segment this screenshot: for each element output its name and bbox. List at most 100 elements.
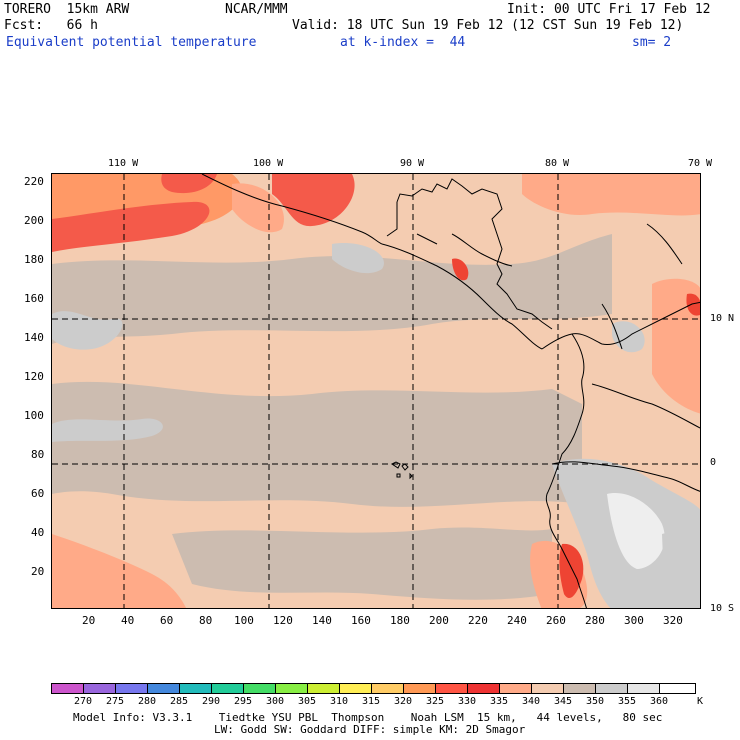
warm-region-n (272, 174, 355, 227)
model-info: Model Info: V3.3.1 Tiedtke YSU PBL Thomp… (73, 711, 663, 724)
run-title: TORERO 15km ARW (4, 2, 130, 17)
colorbar-swatch (595, 683, 628, 694)
colorbar-swatch (51, 683, 84, 694)
colorbar-label: 320 (394, 696, 413, 707)
lon-label-80w: 80 W (545, 158, 570, 169)
grid-y-label: 20 (31, 565, 45, 578)
colorbar-label: 310 (330, 696, 349, 707)
colombia-coast (545, 333, 587, 608)
warm-region-nw-core (52, 201, 210, 252)
colorbar-label: 360 (650, 696, 669, 707)
init-time: Init: 00 UTC Fri 17 Feb 12 (507, 2, 711, 17)
grid-y-label: 220 (24, 175, 44, 188)
colorbar-label: 355 (618, 696, 637, 707)
grid-y-label: 200 (24, 214, 44, 227)
mexico-coast (201, 174, 383, 245)
colorbar-label: 340 (522, 696, 541, 707)
colorbar-swatch (83, 683, 116, 694)
colorbar-swatch (531, 683, 564, 694)
colorbar-label: 275 (106, 696, 125, 707)
colorbar-label: 280 (138, 696, 157, 707)
warm-region-sw (52, 534, 187, 608)
grid-y-label: 60 (31, 487, 45, 500)
grid-x-label: 80 (199, 614, 213, 627)
colorbar-swatch (307, 683, 340, 694)
theta-e-map (51, 173, 701, 609)
grid-y-label: 120 (24, 370, 44, 383)
colorbar-swatch (659, 683, 696, 694)
grid-x-label: 60 (160, 614, 174, 627)
colorbar-swatch (435, 683, 468, 694)
colorbar-label: 295 (234, 696, 253, 707)
colorbar-label: 290 (202, 696, 221, 707)
grid-x-label: 320 (663, 614, 683, 627)
colorbar-label: 345 (554, 696, 573, 707)
org-label: NCAR/MMM (225, 2, 288, 17)
grid-x-label: 180 (390, 614, 410, 627)
colorbar-swatch (339, 683, 372, 694)
colorbar-swatch (179, 683, 212, 694)
colorbar-swatch (115, 683, 148, 694)
lat-label-0: 0 (710, 457, 717, 468)
central-america-coast (381, 243, 543, 350)
lon-label-100w: 100 W (253, 158, 284, 169)
grey-band-south (172, 527, 552, 600)
warm-region-n-light (232, 183, 284, 233)
colorbar-label: 335 (490, 696, 509, 707)
grid-y-label: 180 (24, 253, 44, 266)
grid-x-label: 200 (429, 614, 449, 627)
grid-x-label: 140 (312, 614, 332, 627)
light-grey-patch (332, 243, 384, 274)
colorbar (51, 683, 696, 694)
guatemala-border (386, 202, 438, 245)
lon-label-90w: 90 W (400, 158, 425, 169)
hot-patch-nicaragua (452, 258, 469, 281)
grid-x-label: 240 (507, 614, 527, 627)
grid-x-label: 220 (468, 614, 488, 627)
lat-label-10n: 10 N (710, 313, 735, 324)
andes-white (607, 493, 665, 569)
grid-x-label: 280 (585, 614, 605, 627)
colorbar-swatch (499, 683, 532, 694)
colorbar-label: 350 (586, 696, 605, 707)
colorbar-label: 315 (362, 696, 381, 707)
lon-label-110w: 110 W (108, 158, 139, 169)
graticule (52, 174, 700, 608)
grid-y-label: 40 (31, 526, 45, 539)
level-label: at k-index = 44 (340, 35, 466, 50)
panama-coast (541, 301, 700, 350)
grid-x-label: 260 (546, 614, 566, 627)
map-canvas (52, 174, 700, 608)
grid-y-label: 100 (24, 409, 44, 422)
grid-x-label: 160 (351, 614, 371, 627)
forecast-hour: Fcst: 66 h (4, 18, 98, 33)
field-name: Equivalent potential temperature (6, 35, 257, 50)
borders (551, 223, 700, 492)
colorbar-swatch (403, 683, 436, 694)
valid-time: Valid: 18 UTC Sun 19 Feb 12 (12 CST Sun … (292, 18, 684, 33)
colorbar-label: 325 (426, 696, 445, 707)
grid-x-label: 300 (624, 614, 644, 627)
central-america-caribbean (396, 178, 553, 330)
warm-region-nw-top (161, 174, 217, 194)
light-grey-patch (52, 311, 123, 350)
colorbar-swatch (467, 683, 500, 694)
colorbar-label: 305 (298, 696, 317, 707)
coastlines (201, 174, 700, 608)
colorbar-swatch (371, 683, 404, 694)
colorbar-swatch (243, 683, 276, 694)
warm-patch-ne (522, 174, 700, 216)
colorbar-swatch (147, 683, 180, 694)
colorbar-swatch (275, 683, 308, 694)
lat-label-10s: 10 S (710, 603, 735, 614)
lon-label-70w: 70 W (688, 158, 713, 169)
colorbar-swatch (627, 683, 660, 694)
grid-x-label: 40 (121, 614, 135, 627)
physics-info: LW: Godd SW: Goddard DIFF: simple KM: 2D… (214, 723, 526, 736)
grid-y-label: 140 (24, 331, 44, 344)
hot-patch-peru (559, 543, 584, 599)
grid-x-label: 20 (82, 614, 96, 627)
colorbar-label: 300 (266, 696, 285, 707)
colorbar-unit: K (697, 696, 704, 707)
warm-patch-east (652, 278, 700, 414)
